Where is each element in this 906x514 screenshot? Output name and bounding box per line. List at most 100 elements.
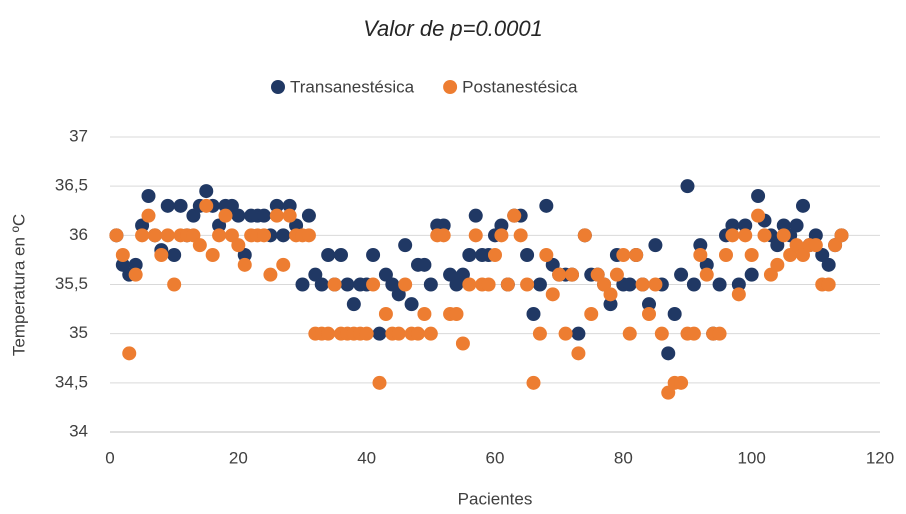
data-point	[603, 287, 618, 302]
data-point	[500, 277, 515, 292]
x-tick-label: 60	[486, 448, 505, 467]
y-tick-label: 34,5	[55, 372, 88, 391]
data-point	[494, 228, 509, 243]
data-point	[532, 277, 547, 292]
data-point	[346, 297, 361, 312]
data-point	[128, 257, 143, 272]
data-point	[642, 297, 656, 312]
data-point	[237, 257, 252, 272]
data-point	[231, 208, 246, 223]
data-point	[821, 257, 836, 272]
data-point	[834, 228, 849, 243]
data-point	[731, 287, 746, 302]
data-point	[699, 267, 714, 282]
data-point	[532, 326, 547, 341]
data-point	[789, 218, 804, 233]
data-point	[686, 326, 701, 341]
data-point	[167, 277, 182, 292]
x-tick-label: 100	[737, 448, 765, 467]
data-point	[391, 326, 406, 341]
data-point	[372, 326, 387, 341]
data-point	[321, 326, 336, 341]
data-point	[751, 189, 766, 203]
data-point	[282, 198, 297, 213]
data-point	[686, 277, 701, 292]
legend-label: Postanestésica	[462, 77, 578, 96]
data-point	[661, 346, 676, 361]
x-tick-label: 80	[614, 448, 633, 467]
data-point	[738, 218, 753, 233]
data-point	[340, 277, 355, 292]
data-point	[667, 307, 682, 321]
data-point	[808, 238, 823, 253]
data-point	[539, 198, 554, 213]
data-point	[629, 248, 644, 262]
data-point	[411, 326, 425, 341]
x-axis-label: Pacientes	[458, 489, 533, 508]
data-point	[218, 208, 233, 223]
data-point	[571, 346, 586, 361]
data-point	[269, 198, 284, 213]
y-tick-label: 35,5	[55, 274, 88, 293]
legend-marker	[443, 80, 458, 94]
y-axis-label: Temperatura en ºC	[9, 214, 28, 356]
data-point	[436, 228, 451, 243]
data-point	[468, 208, 483, 223]
data-point	[539, 248, 554, 262]
data-point	[584, 307, 599, 321]
data-point	[821, 277, 836, 292]
data-point	[417, 257, 432, 272]
data-point	[398, 238, 413, 253]
data-point	[122, 346, 137, 361]
data-point	[269, 208, 284, 223]
data-point	[654, 326, 669, 341]
data-point	[488, 248, 502, 262]
data-point	[301, 228, 316, 243]
data-point	[321, 248, 336, 262]
data-point	[334, 248, 348, 262]
data-point	[674, 267, 689, 282]
data-point	[276, 257, 291, 272]
y-tick-label: 36	[69, 225, 88, 244]
data-point	[776, 228, 791, 243]
data-point	[282, 208, 297, 223]
data-point	[577, 228, 592, 243]
data-point	[552, 267, 567, 282]
data-point	[648, 238, 663, 253]
data-point	[468, 228, 483, 243]
data-point	[423, 326, 438, 341]
data-point	[398, 277, 413, 292]
data-point	[622, 277, 637, 292]
data-point	[449, 307, 464, 321]
data-point	[109, 228, 124, 243]
data-point	[301, 208, 316, 223]
y-tick-label: 35	[69, 323, 88, 342]
data-point	[366, 248, 381, 262]
data-point	[616, 248, 631, 262]
data-point	[725, 218, 740, 233]
data-point	[327, 277, 342, 292]
y-tick-label: 37	[69, 126, 88, 145]
x-tick-label: 20	[229, 448, 248, 467]
data-point	[276, 228, 291, 243]
data-point	[757, 228, 772, 243]
data-point	[462, 248, 477, 262]
data-point	[751, 208, 766, 223]
data-point	[378, 307, 393, 321]
legend-label: Transanestésica	[290, 77, 415, 96]
data-point	[744, 267, 759, 282]
data-point	[372, 375, 387, 390]
data-point	[603, 297, 618, 312]
data-point	[205, 248, 220, 262]
data-point	[295, 277, 310, 292]
data-point	[622, 326, 637, 341]
data-point	[257, 228, 271, 243]
data-point	[141, 189, 156, 203]
data-point	[135, 228, 150, 243]
data-point	[693, 248, 708, 262]
data-point	[128, 267, 143, 282]
data-point	[417, 307, 432, 321]
data-point	[513, 228, 528, 243]
data-point	[571, 326, 586, 341]
